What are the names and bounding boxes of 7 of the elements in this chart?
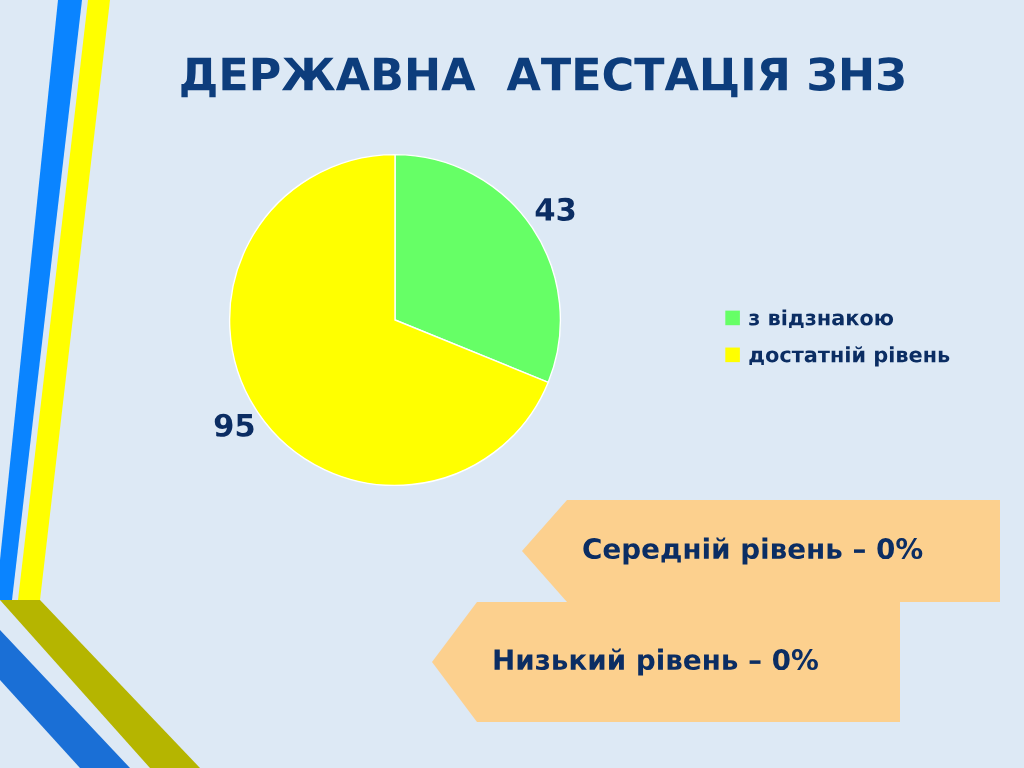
text: Середній рівень – 0% (583, 537, 923, 565)
chart-title: ДЕРЖАВНА АТЕСТАЦІЯ ЗНЗ (181, 57, 904, 98)
legend-label: з відзнакою (749, 309, 894, 329)
data-label: 43 (535, 197, 575, 221)
legend-label: достатній рівень (749, 346, 950, 367)
data-label: 95 (214, 413, 254, 437)
text: Низький рівень – 0% (494, 648, 818, 676)
